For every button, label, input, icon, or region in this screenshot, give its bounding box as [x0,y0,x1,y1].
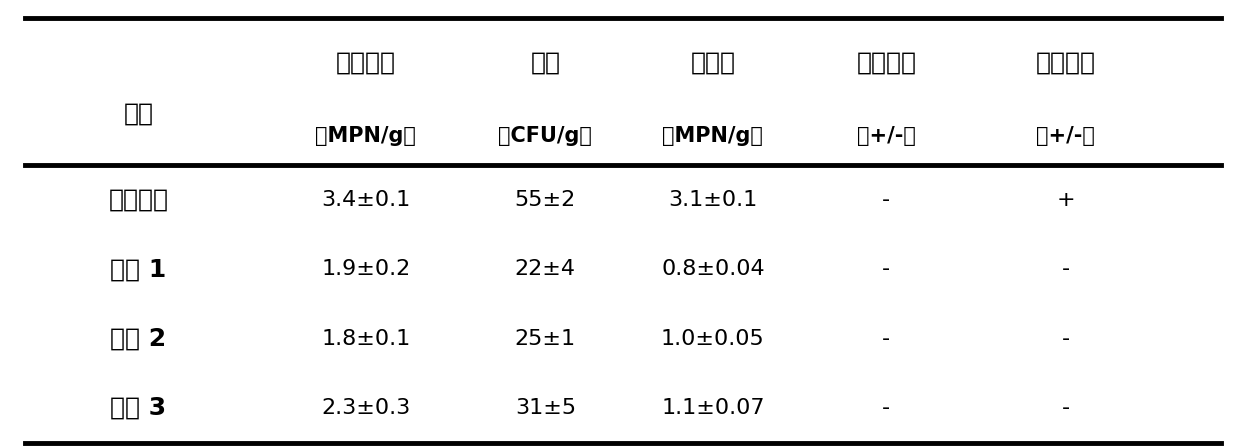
Text: （MPN/g）: （MPN/g） [662,126,764,146]
Text: 实例 1: 实例 1 [110,257,166,281]
Text: （+/-）: （+/-） [857,126,916,146]
Text: 1.1±0.07: 1.1±0.07 [661,398,765,418]
Text: 22±4: 22±4 [515,259,575,279]
Text: 25±1: 25±1 [515,329,575,349]
Text: -: - [883,190,890,210]
Text: -: - [883,398,890,418]
Text: -: - [883,259,890,279]
Text: 55±2: 55±2 [515,190,575,210]
Text: 31±5: 31±5 [515,398,575,418]
Text: 3.4±0.1: 3.4±0.1 [321,190,410,210]
Text: 空白对照: 空白对照 [108,188,169,212]
Text: 实例 3: 实例 3 [110,396,166,420]
Text: +: + [1056,190,1075,210]
Text: -: - [883,329,890,349]
Text: 0.8±0.04: 0.8±0.04 [661,259,765,279]
Text: 1.0±0.05: 1.0±0.05 [661,329,765,349]
Text: 1.8±0.1: 1.8±0.1 [321,329,410,349]
Text: （CFU/g）: （CFU/g） [498,126,593,146]
Text: -: - [1061,398,1070,418]
Text: 沙门氏菌: 沙门氏菌 [857,50,916,74]
Text: 零菌: 零菌 [531,50,560,74]
Text: 肠衣: 肠衣 [124,102,154,126]
Text: 全葡菌: 全葡菌 [691,50,735,74]
Text: （+/-）: （+/-） [1037,126,1095,146]
Text: -: - [1061,329,1070,349]
Text: 3.1±0.1: 3.1±0.1 [668,190,758,210]
Text: （MPN/g）: （MPN/g） [315,126,417,146]
Text: 志贺氏菌: 志贺氏菌 [1035,50,1096,74]
Text: 实例 2: 实例 2 [110,327,166,350]
Text: 2.3±0.3: 2.3±0.3 [321,398,410,418]
Text: 大肠菌群: 大肠菌群 [336,50,396,74]
Text: 1.9±0.2: 1.9±0.2 [321,259,410,279]
Text: -: - [1061,259,1070,279]
